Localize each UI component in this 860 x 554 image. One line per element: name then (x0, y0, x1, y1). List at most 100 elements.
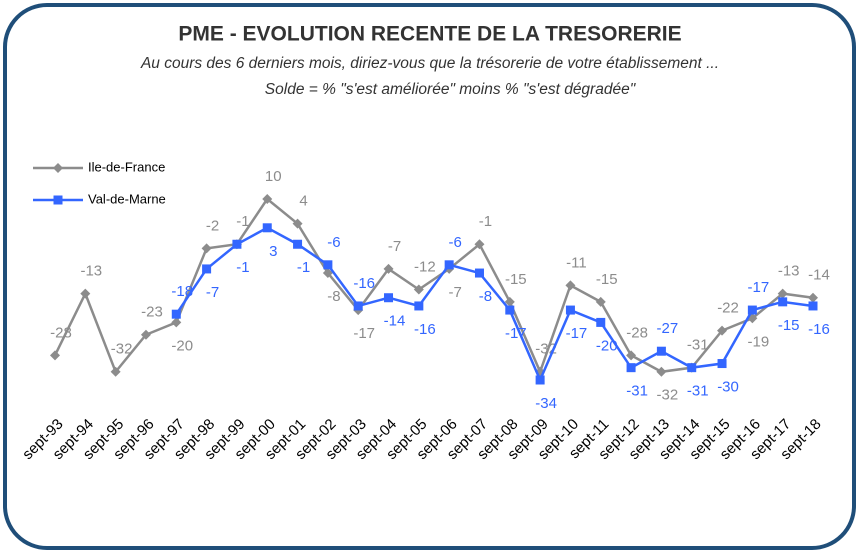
marker (778, 297, 788, 307)
data-label: -6 (327, 234, 340, 251)
data-label: -17 (353, 325, 375, 342)
data-label: -16 (414, 321, 436, 338)
data-label: -2 (206, 217, 219, 234)
marker (262, 223, 272, 233)
marker (80, 288, 91, 299)
data-label: -30 (717, 379, 739, 396)
data-label: -31 (687, 383, 709, 400)
data-label: -1 (479, 213, 492, 230)
marker (717, 325, 728, 336)
marker (474, 268, 484, 278)
chart-title: PME - EVOLUTION RECENTE DE LA TRESORERIE (178, 23, 681, 46)
data-label: -16 (808, 321, 830, 338)
data-label: -8 (327, 288, 340, 305)
legend-label: Ile-de-France (88, 159, 165, 174)
marker (626, 363, 636, 373)
subtitle: Au cours des 6 derniers mois, diriez-vou… (140, 55, 719, 72)
data-label: -17 (566, 325, 588, 342)
marker (232, 239, 242, 249)
data-label: -19 (748, 333, 770, 350)
marker (565, 305, 575, 315)
marker (262, 194, 273, 204)
data-label: -32 (657, 387, 679, 404)
marker (293, 239, 303, 249)
marker (777, 288, 788, 299)
marker (53, 163, 63, 173)
marker (717, 359, 727, 369)
marker (202, 264, 212, 274)
marker (656, 366, 667, 377)
data-label: -34 (535, 395, 557, 412)
marker (687, 363, 697, 373)
marker (535, 375, 545, 385)
series-line (53, 197, 814, 376)
series-line (175, 226, 814, 384)
marker (808, 292, 818, 303)
data-label: -20 (596, 337, 618, 354)
data-label: -15 (596, 271, 618, 288)
marker (504, 296, 515, 307)
marker (383, 263, 394, 274)
marker (595, 296, 606, 307)
marker (50, 350, 60, 361)
data-label: -12 (414, 258, 436, 275)
data-label: -7 (388, 238, 401, 255)
data-label: -7 (448, 284, 461, 301)
data-label: -11 (566, 254, 587, 271)
marker (53, 195, 63, 205)
marker (322, 268, 333, 279)
data-label: -1 (297, 259, 310, 276)
marker (171, 317, 182, 328)
marker (140, 329, 151, 340)
marker (171, 309, 181, 319)
marker (323, 260, 333, 270)
data-label: -8 (479, 288, 492, 305)
marker (656, 346, 666, 356)
data-label: -13 (778, 263, 800, 280)
data-label: 10 (265, 168, 282, 185)
data-label: -31 (687, 337, 709, 354)
marker (747, 305, 757, 315)
data-label: -20 (171, 337, 193, 354)
data-label: -23 (141, 304, 163, 321)
marker (353, 301, 363, 311)
marker (565, 280, 576, 291)
marker (384, 293, 394, 303)
data-label: -15 (505, 271, 527, 288)
subtitle: Solde = % "s'est améliorée" moins % "s'e… (265, 81, 637, 98)
data-label: -15 (778, 317, 800, 334)
marker (626, 350, 637, 361)
marker (414, 301, 424, 311)
data-label: -7 (206, 284, 219, 301)
data-label: 4 (299, 193, 307, 210)
data-label: -18 (171, 283, 193, 300)
marker (444, 260, 454, 270)
data-label: -28 (50, 324, 72, 341)
data-label: -32 (111, 341, 133, 358)
marker (808, 301, 818, 311)
marker (201, 243, 212, 254)
marker (110, 366, 121, 377)
data-label: -17 (748, 279, 770, 296)
data-label: -1 (236, 259, 249, 276)
data-label: -14 (384, 313, 406, 330)
data-label: -16 (353, 275, 375, 292)
data-label: -1 (236, 213, 249, 230)
marker (505, 305, 515, 315)
legend-label: Val-de-Marne (88, 191, 166, 206)
marker (292, 218, 303, 229)
marker (413, 284, 424, 295)
marker (474, 239, 485, 250)
data-label: -13 (80, 263, 102, 280)
data-label: -22 (717, 300, 739, 317)
data-label: 3 (269, 243, 277, 260)
data-label: -27 (657, 320, 679, 337)
marker (596, 317, 606, 327)
data-label: -17 (505, 325, 527, 342)
data-label: -14 (808, 267, 830, 284)
data-label: -28 (626, 324, 648, 341)
data-label: -31 (626, 383, 648, 400)
frame (3, 3, 856, 550)
data-label: -6 (448, 234, 461, 251)
